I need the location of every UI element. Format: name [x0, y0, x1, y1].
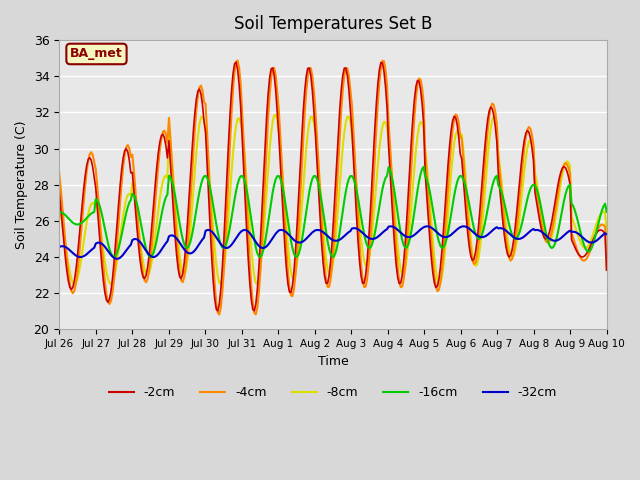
-16cm — [420, 164, 428, 170]
-8cm — [272, 112, 280, 118]
-16cm — [248, 217, 255, 223]
-8cm — [298, 206, 305, 212]
-32cm — [220, 244, 228, 250]
-2cm — [232, 60, 240, 65]
-16cm — [296, 246, 304, 252]
-8cm — [603, 231, 611, 237]
Title: Soil Temperatures Set B: Soil Temperatures Set B — [234, 15, 432, 33]
-16cm — [110, 254, 118, 260]
-2cm — [240, 165, 248, 171]
Line: -8cm: -8cm — [59, 115, 607, 284]
-4cm — [234, 58, 241, 63]
-4cm — [216, 312, 223, 317]
-32cm — [296, 240, 304, 245]
-4cm — [298, 166, 305, 172]
-16cm — [55, 209, 63, 215]
-2cm — [220, 237, 228, 243]
-16cm — [238, 173, 246, 179]
-8cm — [575, 236, 583, 241]
-32cm — [575, 231, 583, 237]
-2cm — [575, 252, 583, 258]
-16cm — [124, 204, 132, 210]
-32cm — [460, 224, 467, 229]
Line: -16cm: -16cm — [59, 167, 607, 257]
Legend: -2cm, -4cm, -8cm, -16cm, -32cm: -2cm, -4cm, -8cm, -16cm, -32cm — [104, 381, 562, 404]
-4cm — [55, 170, 63, 176]
-2cm — [122, 146, 130, 152]
-32cm — [603, 231, 611, 237]
-8cm — [220, 267, 228, 273]
Line: -2cm: -2cm — [59, 62, 607, 311]
Y-axis label: Soil Temperature (C): Soil Temperature (C) — [15, 120, 28, 249]
-8cm — [248, 245, 255, 251]
Line: -32cm: -32cm — [59, 227, 607, 259]
-32cm — [55, 244, 63, 250]
-2cm — [214, 308, 221, 314]
-2cm — [298, 136, 305, 142]
Text: BA_met: BA_met — [70, 48, 123, 60]
-4cm — [249, 300, 257, 306]
-32cm — [113, 256, 121, 262]
-8cm — [70, 281, 78, 287]
-2cm — [603, 267, 611, 273]
-8cm — [238, 127, 246, 132]
-2cm — [249, 307, 257, 312]
-32cm — [248, 232, 255, 238]
-8cm — [55, 205, 63, 211]
-2cm — [55, 188, 63, 193]
-16cm — [220, 245, 228, 251]
-4cm — [240, 136, 248, 142]
-4cm — [220, 267, 228, 273]
-4cm — [122, 144, 130, 150]
-16cm — [603, 209, 611, 215]
-4cm — [603, 267, 611, 273]
X-axis label: Time: Time — [317, 355, 348, 368]
-32cm — [238, 228, 246, 234]
-16cm — [575, 224, 583, 230]
-8cm — [124, 192, 132, 198]
Line: -4cm: -4cm — [59, 60, 607, 314]
-4cm — [575, 252, 583, 258]
-32cm — [124, 245, 132, 251]
